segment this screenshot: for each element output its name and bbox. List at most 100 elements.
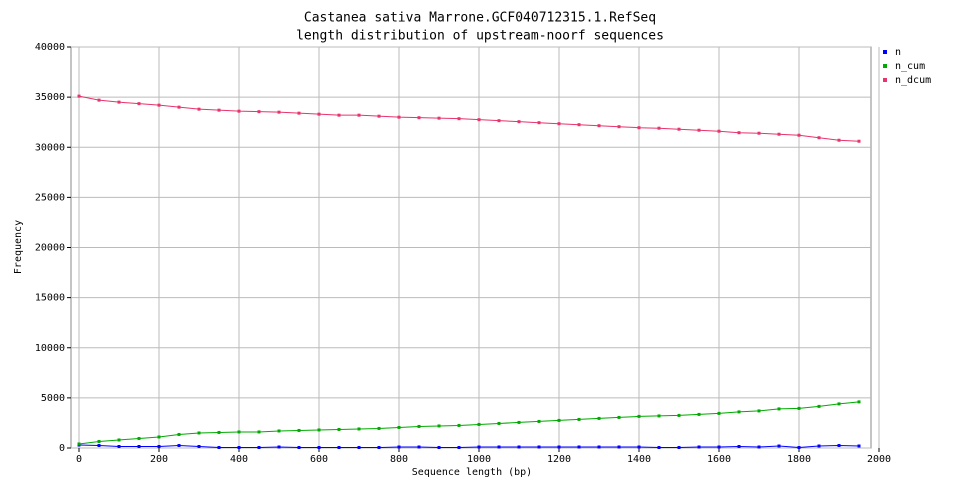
data-point — [577, 123, 581, 127]
data-point — [797, 133, 801, 137]
data-point — [297, 428, 301, 432]
data-point — [397, 425, 401, 429]
y-tick-label: 35000 — [35, 92, 65, 103]
data-point — [717, 445, 721, 449]
data-point — [657, 414, 661, 418]
data-point — [337, 445, 341, 449]
data-point — [497, 445, 501, 449]
data-point — [437, 424, 441, 428]
y-tick-label: 0 — [59, 443, 65, 454]
y-tick-label: 10000 — [35, 343, 65, 354]
data-point — [597, 124, 601, 128]
x-axis-label: Sequence length (bp) — [412, 467, 532, 478]
data-point — [197, 444, 201, 448]
data-point — [137, 102, 141, 106]
data-point — [657, 126, 661, 130]
data-point — [317, 428, 321, 432]
y-tick-label: 5000 — [41, 393, 65, 404]
x-tick-label: 400 — [230, 454, 248, 465]
data-point — [137, 444, 141, 448]
data-point — [717, 411, 721, 415]
x-tick-label: 1400 — [627, 454, 651, 465]
data-point — [137, 436, 141, 440]
y-tick-label: 20000 — [35, 243, 65, 254]
data-point — [537, 121, 541, 125]
data-point — [837, 402, 841, 406]
x-tick-label: 0 — [76, 454, 82, 465]
data-point — [837, 138, 841, 142]
data-point — [637, 445, 641, 449]
data-point — [657, 445, 661, 449]
data-point — [257, 430, 261, 434]
data-point — [477, 422, 481, 426]
data-point — [737, 131, 741, 135]
data-point — [257, 110, 261, 114]
data-point — [437, 445, 441, 449]
x-tick-label: 2000 — [867, 454, 891, 465]
x-tick-label: 200 — [150, 454, 168, 465]
data-point — [237, 109, 241, 113]
data-point — [377, 445, 381, 449]
data-point — [757, 131, 761, 135]
data-point — [477, 118, 481, 122]
data-point — [557, 418, 561, 422]
data-point — [317, 445, 321, 449]
data-point — [277, 429, 281, 433]
data-point — [817, 444, 821, 448]
data-point — [237, 445, 241, 449]
data-point — [97, 439, 101, 443]
data-point — [217, 108, 221, 112]
legend-label: n_cum — [895, 61, 925, 72]
data-point — [637, 126, 641, 130]
y-tick-label: 25000 — [35, 192, 65, 203]
data-point — [597, 416, 601, 420]
series-line — [78, 401, 860, 445]
legend-marker — [883, 64, 887, 68]
data-point — [337, 427, 341, 431]
y-axis-label: Frequency — [13, 220, 24, 274]
data-point — [157, 444, 161, 448]
data-point — [497, 421, 501, 425]
data-point — [417, 424, 421, 428]
data-point — [177, 432, 181, 436]
data-point — [437, 116, 441, 120]
data-point — [737, 410, 741, 414]
data-point — [637, 414, 641, 418]
x-tick-label: 1800 — [787, 454, 811, 465]
legend-marker — [883, 78, 887, 82]
data-point — [117, 444, 121, 448]
data-point — [677, 413, 681, 417]
data-point — [417, 445, 421, 449]
data-point — [777, 407, 781, 411]
data-point — [397, 115, 401, 119]
data-point — [617, 125, 621, 129]
data-point — [797, 406, 801, 410]
data-point — [357, 445, 361, 449]
y-tick-label: 15000 — [35, 293, 65, 304]
data-point — [817, 404, 821, 408]
data-point — [717, 129, 721, 133]
x-tick-label: 1600 — [707, 454, 731, 465]
data-point — [757, 409, 761, 413]
data-point — [177, 443, 181, 447]
data-point — [397, 445, 401, 449]
data-point — [117, 438, 121, 442]
data-point — [157, 103, 161, 107]
data-point — [77, 442, 81, 446]
x-tick-label: 800 — [390, 454, 408, 465]
data-point — [197, 431, 201, 435]
y-tick-label: 30000 — [35, 142, 65, 153]
x-tick-label: 1200 — [547, 454, 571, 465]
data-point — [177, 105, 181, 109]
data-point — [677, 445, 681, 449]
data-point — [77, 94, 81, 98]
chart-subtitle: length distribution of upstream-noorf se… — [296, 29, 664, 44]
series-line — [78, 444, 860, 449]
data-point — [857, 139, 861, 143]
data-point — [697, 445, 701, 449]
data-point — [577, 445, 581, 449]
data-point — [737, 444, 741, 448]
data-point — [557, 122, 561, 126]
data-point — [97, 443, 101, 447]
legend-marker — [883, 50, 887, 54]
